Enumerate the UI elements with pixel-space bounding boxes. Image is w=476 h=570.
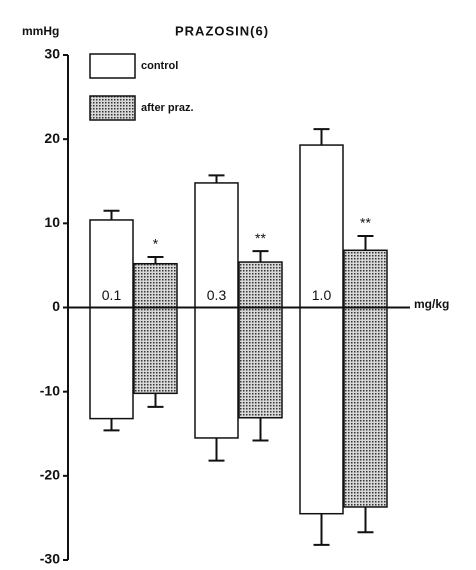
chart-title: PRAZOSIN(6): [175, 23, 269, 38]
y-tick-label: 0: [52, 298, 60, 314]
error-bar: [252, 250, 269, 263]
error-bar: [357, 234, 374, 251]
y-axis-label: mmHg: [22, 24, 59, 38]
error-bar: [313, 128, 330, 146]
y-tick-label: 30: [44, 46, 60, 62]
bar: [133, 262, 178, 395]
category-label: 0.1: [102, 287, 122, 303]
legend-label: after praz.: [141, 102, 194, 114]
bar: [238, 261, 283, 419]
bar: [194, 182, 239, 439]
category-label: 1.0: [312, 287, 332, 303]
bar: [299, 144, 344, 515]
error-bar: [313, 513, 330, 546]
error-bar: [208, 174, 225, 183]
error-bar: [208, 437, 225, 462]
legend-label: control: [141, 60, 178, 72]
significance: *: [153, 236, 159, 252]
bar: [343, 249, 388, 508]
x-axis-label: mg/kg: [414, 297, 449, 311]
y-tick-label: -30: [40, 551, 60, 567]
y-tick-label: -10: [40, 382, 60, 398]
significance: **: [360, 215, 371, 231]
error-bar: [252, 417, 269, 442]
error-bar: [147, 393, 164, 408]
error-bar: [357, 506, 374, 534]
category-label: 0.3: [207, 287, 227, 303]
y-tick-label: 10: [44, 214, 60, 230]
legend-swatch: [89, 95, 136, 121]
legend-swatch: [89, 53, 136, 79]
error-bar: [103, 209, 120, 220]
y-tick-label: -20: [40, 467, 60, 483]
bar: [89, 219, 134, 420]
error-bar: [103, 418, 120, 432]
significance: **: [255, 230, 266, 246]
error-bar: [147, 256, 164, 264]
y-tick-label: 20: [44, 130, 60, 146]
